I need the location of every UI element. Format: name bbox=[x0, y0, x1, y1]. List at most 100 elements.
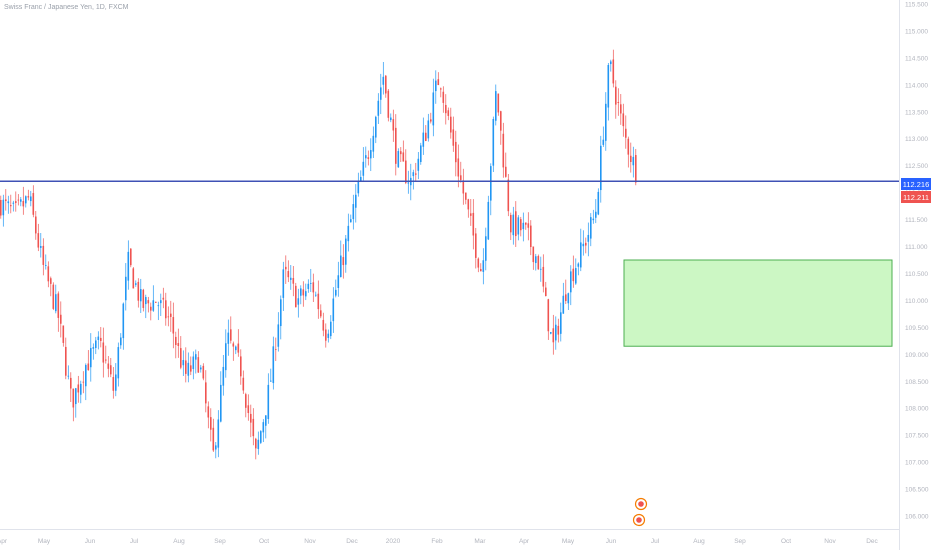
candle-body bbox=[537, 256, 540, 270]
candle-body bbox=[327, 333, 330, 338]
line-price-label-bg bbox=[901, 191, 931, 203]
candle-body bbox=[402, 152, 405, 162]
candle-body bbox=[330, 321, 332, 337]
candle-body bbox=[365, 155, 367, 159]
y-tick-label: 108.500 bbox=[905, 379, 929, 386]
candle-body bbox=[137, 281, 140, 301]
x-tick-label: Mar bbox=[474, 538, 486, 545]
price-labels-group: 112.216 112.211 bbox=[901, 178, 931, 203]
x-tick-label: Jun bbox=[606, 538, 617, 545]
candle-body bbox=[610, 61, 612, 65]
candle-body bbox=[72, 388, 75, 408]
candle-body bbox=[125, 276, 127, 301]
candle-body bbox=[495, 91, 497, 121]
candle-body bbox=[527, 223, 530, 228]
y-axis-group: 115.500 115.000 114.500 114.000 113.500 113.0… bbox=[899, 0, 929, 550]
y-tick-label: 115.000 bbox=[905, 28, 928, 35]
candle-body bbox=[377, 100, 380, 116]
candle-body bbox=[475, 233, 477, 258]
x-tick-label: Aug bbox=[693, 538, 705, 545]
candle-body bbox=[505, 166, 507, 177]
candle-body bbox=[625, 128, 627, 138]
candle-body bbox=[155, 301, 157, 303]
candle-body bbox=[350, 219, 352, 223]
candle-body bbox=[585, 242, 587, 246]
candle-body bbox=[142, 289, 145, 308]
candle-body bbox=[627, 138, 630, 155]
candle-body bbox=[615, 86, 617, 105]
candle-body bbox=[57, 293, 60, 318]
candle-body bbox=[397, 151, 400, 168]
candle-body bbox=[492, 118, 495, 166]
candle-body bbox=[550, 332, 552, 334]
y-tick-label: 110.500 bbox=[905, 271, 928, 278]
candle-body bbox=[260, 431, 262, 443]
candle-body bbox=[555, 324, 557, 341]
candle-body bbox=[245, 394, 247, 408]
candle-body bbox=[25, 196, 27, 204]
candle-body bbox=[387, 90, 390, 118]
candle-body bbox=[217, 419, 220, 448]
candle-body bbox=[267, 384, 270, 419]
y-tick-label: 107.500 bbox=[905, 433, 929, 440]
candle-body bbox=[10, 205, 12, 207]
candle-body bbox=[577, 263, 580, 267]
candle-body bbox=[357, 181, 360, 194]
candle-body bbox=[470, 213, 472, 216]
candle-body bbox=[197, 357, 200, 373]
candle-body bbox=[65, 346, 67, 376]
candle-body bbox=[12, 202, 15, 204]
candle-body bbox=[80, 383, 82, 395]
candle-body bbox=[472, 212, 475, 236]
candle-body bbox=[335, 289, 337, 296]
candle-body bbox=[5, 199, 7, 202]
candle-body bbox=[425, 132, 427, 141]
candle-body bbox=[287, 271, 290, 278]
candle-body bbox=[422, 132, 425, 147]
candle-body bbox=[195, 354, 197, 360]
y-tick-label: 114.000 bbox=[905, 82, 928, 89]
candle-body bbox=[435, 80, 437, 92]
candle-body bbox=[162, 297, 165, 300]
candle-body bbox=[575, 268, 577, 284]
candle-body bbox=[507, 179, 510, 212]
candle-body bbox=[250, 413, 252, 423]
candle-body bbox=[212, 427, 215, 451]
x-tick-label: May bbox=[562, 538, 575, 545]
x-axis-group: Apr May Jun Jul Aug Sep Oct Nov Dec 2020 Feb Mar Apr… bbox=[0, 529, 899, 545]
candle-body bbox=[450, 116, 452, 133]
candle-body bbox=[235, 346, 237, 351]
candle-body bbox=[332, 298, 335, 322]
candle-body bbox=[315, 294, 317, 296]
candle-body bbox=[622, 113, 625, 127]
candle-body bbox=[32, 193, 35, 215]
y-tick-label: 109.000 bbox=[905, 352, 929, 359]
candle-body bbox=[252, 418, 255, 437]
candle-body bbox=[352, 204, 355, 220]
candle-body bbox=[620, 104, 622, 114]
event-markers-group[interactable] bbox=[632, 497, 648, 527]
candle-body bbox=[145, 297, 147, 305]
candle-body bbox=[370, 150, 372, 159]
candle-body bbox=[147, 300, 150, 304]
candle-body bbox=[420, 145, 422, 162]
candle-body bbox=[605, 103, 607, 141]
candle-body bbox=[372, 135, 375, 152]
target-zone-rect[interactable] bbox=[623, 259, 893, 347]
y-tick-label: 107.000 bbox=[905, 460, 929, 467]
candle-body bbox=[517, 217, 520, 235]
candle-body bbox=[127, 251, 130, 281]
candle-body bbox=[485, 236, 487, 261]
candle-body bbox=[437, 79, 440, 86]
candle-body bbox=[445, 104, 447, 114]
y-tick-label: 109.500 bbox=[905, 325, 929, 332]
candle-body bbox=[207, 406, 210, 418]
candle-body bbox=[500, 111, 502, 131]
current-price-label-bg bbox=[901, 178, 931, 190]
x-tick-label: Apr bbox=[519, 538, 530, 545]
y-tick-label: 106.500 bbox=[905, 487, 929, 494]
candle-body bbox=[210, 417, 212, 430]
candle-body bbox=[140, 289, 142, 302]
